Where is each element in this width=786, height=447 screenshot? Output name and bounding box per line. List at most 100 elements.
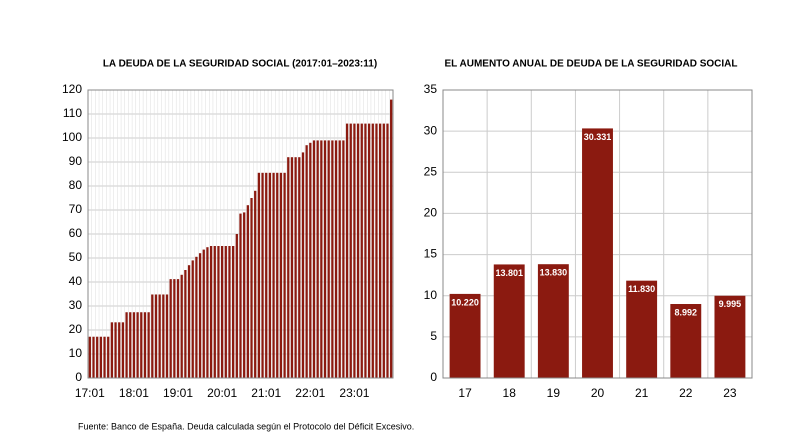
plot-border [442, 89, 753, 379]
y-tick-label: 100 [62, 130, 82, 144]
plot-border [87, 89, 394, 379]
y-tick-label: 5 [430, 329, 437, 343]
y-tick-label: 120 [62, 82, 82, 96]
y-tick-label: 90 [69, 154, 83, 168]
bar [191, 260, 194, 378]
x-tick-label: 20 [591, 386, 605, 400]
bar [173, 279, 176, 378]
bar [217, 246, 220, 378]
bar [209, 246, 213, 378]
bar [228, 246, 231, 378]
bar [103, 336, 106, 378]
bar [338, 140, 341, 378]
bar [537, 264, 569, 378]
bar [345, 123, 349, 378]
bar [364, 123, 367, 378]
bar [136, 312, 139, 378]
x-tick-label: 19 [547, 386, 561, 400]
bar [202, 249, 205, 378]
bar [92, 336, 95, 378]
bar [386, 123, 389, 378]
bar [714, 295, 746, 378]
x-tick-label: 21:01 [251, 386, 281, 400]
bar [334, 140, 338, 378]
y-tick-label: 70 [69, 202, 83, 216]
x-tick-label: 18:01 [119, 386, 149, 400]
bar [323, 140, 327, 378]
bar [220, 246, 224, 378]
bar [232, 246, 235, 378]
bar [371, 123, 374, 378]
bar [195, 256, 198, 378]
y-tick-label: 20 [424, 206, 438, 220]
y-tick-label: 35 [424, 82, 438, 96]
bar [114, 322, 117, 378]
bar [132, 312, 136, 378]
y-tick-label: 10 [424, 288, 438, 302]
bar [121, 322, 125, 378]
bar [301, 152, 305, 378]
y-tick-label: 15 [424, 247, 438, 261]
bar [268, 172, 272, 378]
bar [382, 123, 385, 378]
x-tick-label: 17:01 [75, 386, 105, 400]
bar [279, 172, 283, 378]
y-tick-label: 50 [69, 250, 83, 264]
bar [375, 123, 378, 378]
bar [626, 280, 658, 378]
bar [250, 198, 253, 378]
bar [331, 140, 334, 378]
x-tick-label: 20:01 [207, 386, 237, 400]
bar [125, 312, 128, 378]
bar [169, 279, 172, 378]
bar [287, 157, 290, 378]
value-label: 13.830 [540, 268, 568, 278]
x-tick-label: 22 [679, 386, 693, 400]
bar [670, 304, 702, 378]
bar [243, 212, 246, 378]
bar [88, 336, 91, 378]
bar [158, 294, 161, 378]
bar [118, 322, 121, 378]
bar [129, 312, 132, 378]
y-tick-label: 30 [424, 123, 438, 137]
y-tick-label: 0 [75, 370, 82, 384]
bar [107, 336, 110, 378]
bar [449, 293, 481, 378]
y-tick-label: 0 [430, 370, 437, 384]
value-label: 10.220 [451, 297, 479, 307]
bar [151, 294, 154, 378]
y-tick-label: 10 [69, 346, 83, 360]
bar [140, 312, 143, 378]
x-tick-label: 21 [635, 386, 649, 400]
value-label: 30.331 [584, 132, 612, 142]
bar [206, 247, 209, 378]
bar [360, 123, 363, 378]
bar [272, 172, 275, 378]
x-tick-label: 19:01 [163, 386, 193, 400]
y-tick-label: 80 [69, 178, 83, 192]
value-label: 9.995 [719, 299, 742, 309]
bar [147, 312, 150, 378]
bar [367, 123, 371, 378]
x-tick-label: 23 [723, 386, 737, 400]
chart-title: EL AUMENTO ANUAL DE DEUDA DE LA SEGURIDA… [445, 59, 738, 70]
value-label: 8.992 [675, 307, 698, 317]
bar [257, 172, 261, 378]
bar [312, 140, 316, 378]
y-tick-label: 40 [69, 274, 83, 288]
chart-title: LA DEUDA DE LA SEGURIDAD SOCIAL (2017:01… [103, 59, 377, 70]
bar [261, 172, 264, 378]
y-tick-label: 60 [69, 226, 83, 240]
bar [276, 172, 279, 378]
bar [96, 336, 99, 378]
bar [235, 234, 238, 378]
bar [143, 312, 147, 378]
bar [110, 322, 114, 378]
value-label: 13.801 [495, 268, 523, 278]
bar [356, 123, 360, 378]
bar [320, 140, 323, 378]
bar [390, 99, 393, 378]
bar [254, 190, 257, 378]
